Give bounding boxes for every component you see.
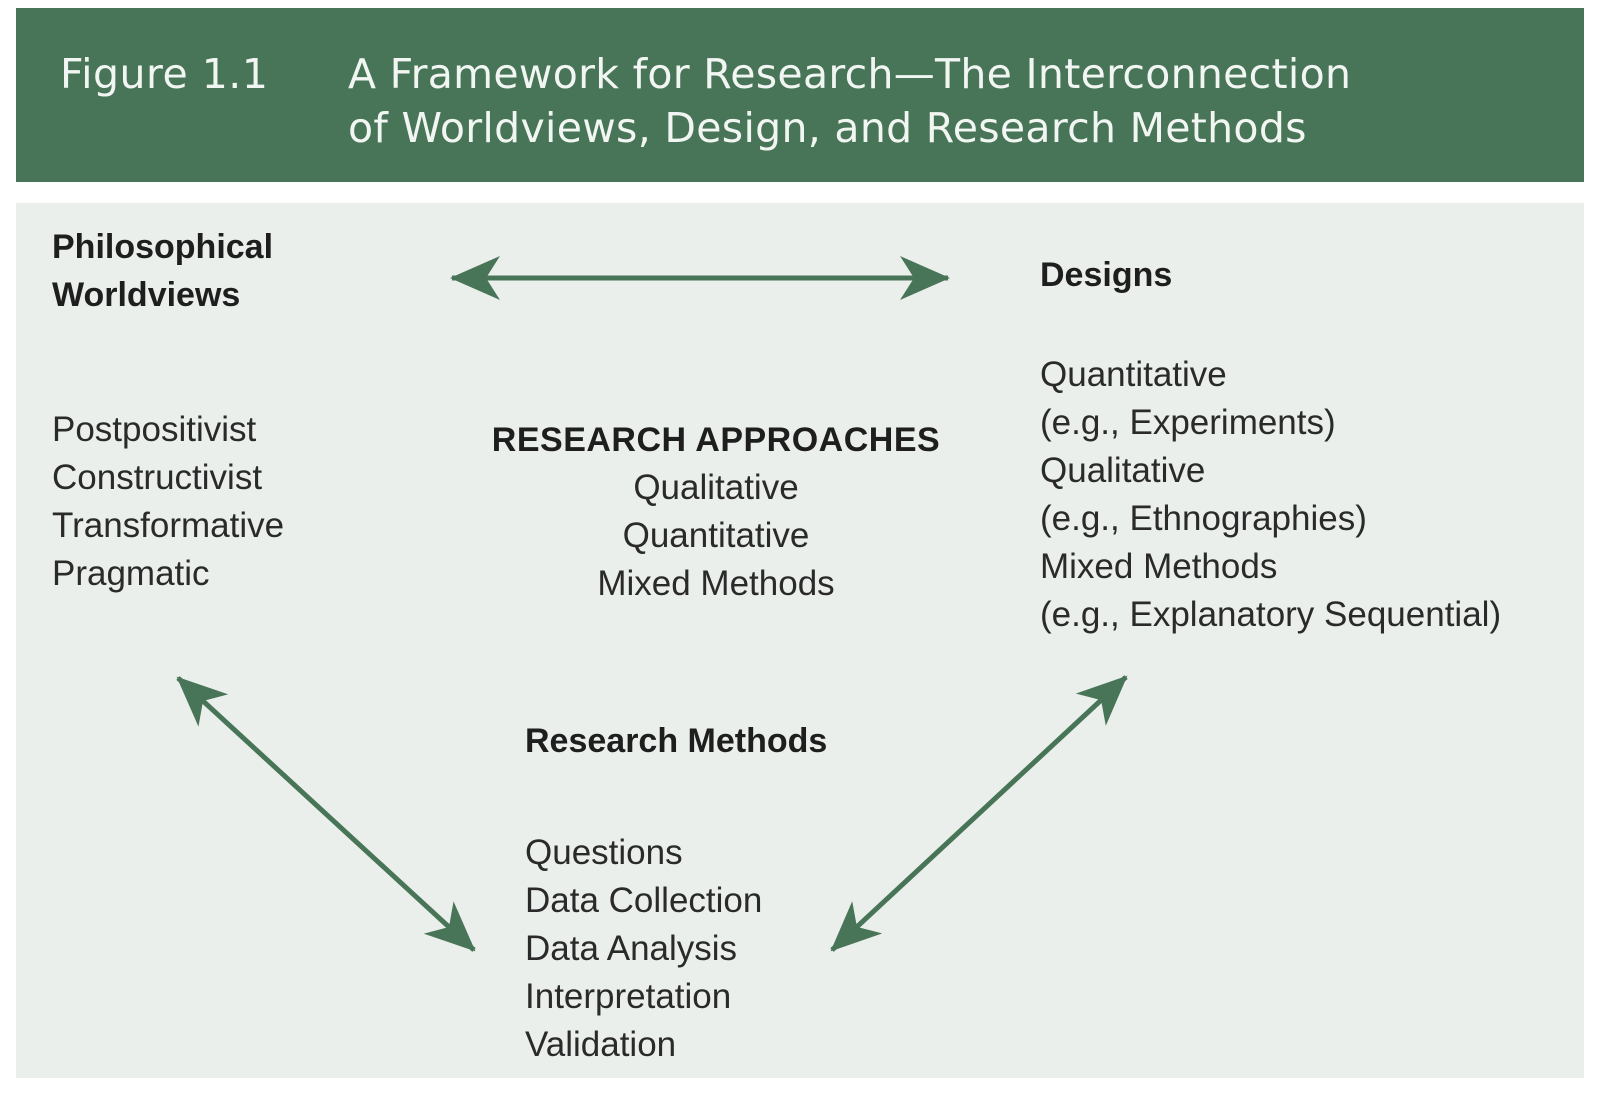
- worldviews-list: Postpositivist Constructivist Transforma…: [52, 406, 284, 598]
- research-approaches: RESEARCH APPROACHES Qualitative Quantita…: [476, 416, 956, 608]
- designs-heading: Designs: [1040, 256, 1173, 294]
- worldviews-heading: Philosophical Worldviews: [52, 223, 273, 319]
- worldviews-heading-line-2: Worldviews: [52, 276, 241, 314]
- method-item: Validation: [525, 1025, 677, 1064]
- worldview-item: Constructivist: [52, 458, 263, 497]
- worldviews-heading-line-1: Philosophical: [52, 228, 274, 266]
- method-item: Data Collection: [525, 881, 763, 920]
- approach-item: Quantitative: [622, 516, 810, 555]
- figure-label: Figure 1.1: [60, 50, 269, 98]
- design-item: Qualitative: [1040, 451, 1206, 490]
- research-methods-heading: Research Methods: [525, 722, 828, 760]
- figure-title-line-1: A Framework for Research—The Interconnec…: [348, 50, 1352, 98]
- design-item: Mixed Methods: [1040, 547, 1278, 586]
- research-approaches-heading: RESEARCH APPROACHES: [491, 421, 941, 459]
- approach-item: Mixed Methods: [597, 564, 835, 603]
- designs-list: Quantitative (e.g., Experiments) Qualita…: [1040, 351, 1501, 639]
- design-item: (e.g., Ethnographies): [1040, 499, 1367, 538]
- worldview-item: Postpositivist: [52, 410, 257, 449]
- method-item: Questions: [525, 833, 683, 872]
- design-item: (e.g., Experiments): [1040, 403, 1336, 442]
- method-item: Interpretation: [525, 977, 732, 1016]
- double-arrow-worldviews-methods: [176, 676, 476, 952]
- method-item: Data Analysis: [525, 929, 738, 968]
- figure-title-line-2: of Worldviews, Design, and Research Meth…: [348, 104, 1307, 152]
- research-approaches-list: Qualitative Quantitative Mixed Methods: [476, 464, 956, 608]
- design-item: (e.g., Explanatory Sequential): [1040, 595, 1502, 634]
- figure-title: A Framework for Research—The Interconnec…: [348, 47, 1568, 155]
- double-arrow-designs-methods: [830, 675, 1128, 952]
- worldview-item: Pragmatic: [52, 554, 210, 593]
- worldview-item: Transformative: [52, 506, 285, 545]
- design-item: Quantitative: [1040, 355, 1227, 394]
- research-methods-list: Questions Data Collection Data Analysis …: [525, 829, 762, 1069]
- figure-header: Figure 1.1 A Framework for Research—The …: [16, 8, 1584, 182]
- approach-item: Qualitative: [633, 468, 799, 507]
